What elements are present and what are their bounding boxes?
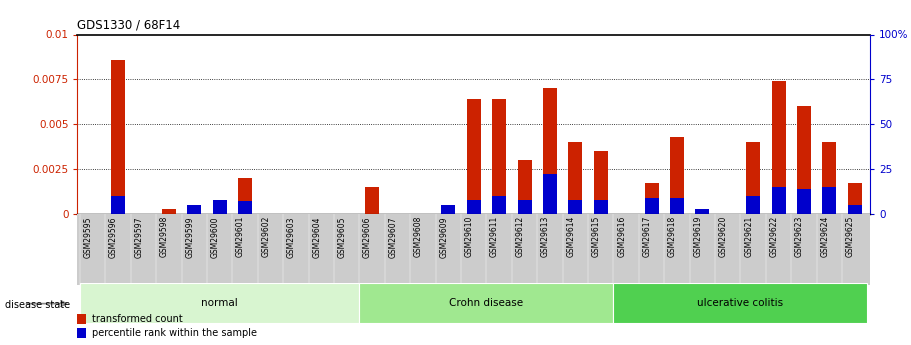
Text: transformed count: transformed count bbox=[93, 314, 183, 324]
Bar bbox=[80, 283, 360, 323]
Text: GSM29620: GSM29620 bbox=[719, 216, 728, 257]
Text: GSM29607: GSM29607 bbox=[388, 216, 397, 257]
Text: GSM29595: GSM29595 bbox=[84, 216, 93, 257]
Bar bbox=[77, 328, 87, 338]
Bar bbox=[613, 283, 867, 323]
Bar bbox=[645, 198, 659, 214]
Text: GSM29598: GSM29598 bbox=[160, 216, 169, 257]
Text: GSM29603: GSM29603 bbox=[287, 216, 296, 257]
Bar bbox=[594, 151, 608, 214]
Bar bbox=[212, 199, 227, 214]
Text: GSM29625: GSM29625 bbox=[845, 216, 855, 257]
Text: GSM29597: GSM29597 bbox=[135, 216, 144, 257]
Text: GSM29613: GSM29613 bbox=[541, 216, 550, 257]
Text: GDS1330 / 68F14: GDS1330 / 68F14 bbox=[77, 19, 180, 32]
Text: GSM29611: GSM29611 bbox=[490, 216, 499, 257]
Bar bbox=[492, 196, 507, 214]
Bar bbox=[848, 205, 862, 214]
Text: GSM29608: GSM29608 bbox=[414, 216, 423, 257]
Bar bbox=[695, 208, 710, 214]
Text: GSM29615: GSM29615 bbox=[592, 216, 600, 257]
Text: GSM29606: GSM29606 bbox=[363, 216, 372, 257]
Text: GSM29610: GSM29610 bbox=[465, 216, 474, 257]
Text: GSM29623: GSM29623 bbox=[795, 216, 804, 257]
Bar bbox=[543, 88, 557, 214]
Bar bbox=[823, 187, 836, 214]
Bar bbox=[238, 201, 252, 214]
Text: GSM29609: GSM29609 bbox=[439, 216, 448, 257]
Text: normal: normal bbox=[201, 298, 238, 308]
Bar bbox=[848, 184, 862, 214]
Bar bbox=[670, 198, 684, 214]
Bar bbox=[797, 106, 811, 214]
Bar bbox=[466, 99, 481, 214]
Bar bbox=[568, 142, 582, 214]
Text: GSM29619: GSM29619 bbox=[693, 216, 702, 257]
Text: ulcerative colitis: ulcerative colitis bbox=[698, 298, 783, 308]
Text: GSM29605: GSM29605 bbox=[338, 216, 347, 257]
Bar bbox=[441, 205, 456, 214]
Text: disease state: disease state bbox=[5, 300, 69, 310]
Bar bbox=[492, 99, 507, 214]
Bar bbox=[365, 187, 379, 214]
Text: GSM29612: GSM29612 bbox=[516, 216, 525, 257]
Bar bbox=[645, 184, 659, 214]
Bar bbox=[746, 196, 760, 214]
Bar bbox=[746, 142, 760, 214]
Text: GSM29621: GSM29621 bbox=[744, 216, 753, 257]
Bar bbox=[77, 314, 87, 324]
Bar bbox=[188, 205, 201, 214]
Bar bbox=[543, 175, 557, 214]
Bar bbox=[797, 189, 811, 214]
Bar bbox=[568, 199, 582, 214]
Bar bbox=[111, 60, 125, 214]
Text: percentile rank within the sample: percentile rank within the sample bbox=[93, 328, 258, 338]
Text: GSM29599: GSM29599 bbox=[185, 216, 194, 257]
Text: Crohn disease: Crohn disease bbox=[449, 298, 524, 308]
Bar bbox=[823, 142, 836, 214]
Bar bbox=[594, 199, 608, 214]
Bar bbox=[695, 208, 710, 214]
Bar bbox=[772, 81, 785, 214]
Text: GSM29616: GSM29616 bbox=[617, 216, 626, 257]
Text: GSM29617: GSM29617 bbox=[642, 216, 651, 257]
Text: GSM29601: GSM29601 bbox=[236, 216, 245, 257]
Bar bbox=[517, 160, 531, 214]
Text: GSM29604: GSM29604 bbox=[312, 216, 322, 257]
Bar bbox=[111, 196, 125, 214]
Text: GSM29600: GSM29600 bbox=[210, 216, 220, 257]
Bar bbox=[670, 137, 684, 214]
Bar bbox=[162, 208, 176, 214]
Text: GSM29618: GSM29618 bbox=[668, 216, 677, 257]
Bar bbox=[517, 199, 531, 214]
Text: GSM29614: GSM29614 bbox=[567, 216, 576, 257]
Text: GSM29622: GSM29622 bbox=[770, 216, 779, 257]
Bar bbox=[238, 178, 252, 214]
Text: GSM29602: GSM29602 bbox=[261, 216, 271, 257]
Bar bbox=[466, 199, 481, 214]
Bar bbox=[188, 207, 201, 214]
Bar bbox=[212, 207, 227, 214]
Bar bbox=[360, 283, 613, 323]
Text: GSM29624: GSM29624 bbox=[821, 216, 829, 257]
Text: GSM29596: GSM29596 bbox=[109, 216, 118, 257]
Bar bbox=[772, 187, 785, 214]
